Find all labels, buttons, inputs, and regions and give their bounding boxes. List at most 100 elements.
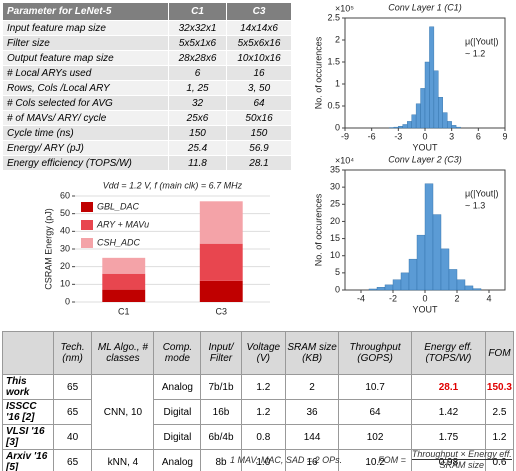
x-tick-label: 0 <box>422 293 427 303</box>
row: # of MAVs/ ARY/ cycle 25x6 50x16 <box>2 110 292 126</box>
legend-swatch <box>81 202 93 212</box>
row: # Cols selected for AVG 32 64 <box>2 95 292 111</box>
chart-title: Vdd = 1.2 V, f (main clk) = 6.7 MHz <box>103 180 243 190</box>
histogram-bar <box>408 258 418 291</box>
header-cell: C1 <box>167 2 228 21</box>
chart-title: Conv Layer 2 (C3) <box>388 154 462 164</box>
histogram-bar <box>376 287 386 291</box>
y-tick-label: 2 <box>335 34 340 44</box>
x-axis-label: YOUT <box>412 304 438 314</box>
cell: 64 <box>338 399 412 425</box>
y-tick-label: 50 <box>60 208 70 218</box>
legend-swatch <box>81 220 93 230</box>
cell: 32x32x1 <box>167 20 228 36</box>
y-tick-label: 2.5 <box>327 12 340 22</box>
histogram-bar <box>472 288 482 291</box>
x-axis-label: YOUT <box>412 142 438 152</box>
cell: 40 <box>52 424 93 450</box>
cell: 56.9 <box>226 140 292 156</box>
footnote: 1 MAV, MAC, SAD = 2 OPs. FOM = Throughpu… <box>230 449 512 470</box>
cell: 6b/4b <box>200 424 242 450</box>
histogram-bar <box>420 88 426 129</box>
x-tick-label: 0 <box>422 131 427 141</box>
bar-segment <box>199 201 243 244</box>
header-cell: Energy eff. (TOPS/W) <box>410 331 486 375</box>
y-tick-label: 15 <box>330 233 340 243</box>
cell: 6 <box>167 65 228 81</box>
cell: Rows, Cols /Local ARY <box>2 80 169 96</box>
cell: 1, 25 <box>167 80 228 96</box>
y-axis-label: No. of occurences <box>313 36 323 109</box>
y-tick-label: 0 <box>65 296 70 306</box>
cell: kNN, 4 <box>91 449 155 471</box>
y-multiplier: ×10⁵ <box>335 3 354 13</box>
histogram-bar <box>455 126 461 129</box>
histogram-bar <box>438 96 443 129</box>
ops-note: 1 MAV, MAC, SAD = 2 OPs. <box>230 454 343 465</box>
cell: 150 <box>167 125 228 141</box>
row: Output feature map size 28x28x6 10x10x16 <box>2 50 292 66</box>
x-tick-label: C3 <box>215 306 227 316</box>
fom-lhs: FOM = <box>378 454 406 465</box>
cell: 2.5 <box>484 399 515 425</box>
cell: 1.75 <box>410 424 486 450</box>
histogram-bar <box>429 26 435 129</box>
header-cell: Voltage (V) <box>240 331 287 375</box>
x-tick-label: 6 <box>476 131 481 141</box>
cell: 1.2 <box>484 424 515 450</box>
x-tick-label: -3 <box>394 131 402 141</box>
histogram-bar <box>440 248 450 291</box>
y-tick-label: 60 <box>60 190 70 200</box>
row: VLSI '16 [3] 40 Digital 6b/4b 0.8 144 102 1.75 1… <box>2 424 515 450</box>
row: ISSCC '16 [2] 65 Digital 16b 1.2 36 64 1.42 2.5 <box>2 399 515 425</box>
row: Arxiv '16 [5] 65 kNN, 4 Analog 8b 1.0 16 10.2 0.… <box>2 449 515 471</box>
fom-denominator: SRAM size <box>439 460 485 470</box>
cell: 16 <box>285 449 340 471</box>
cell: 150.3 <box>484 374 515 400</box>
x-tick-label: -6 <box>368 131 376 141</box>
header-cell: Parameter for LeNet-5 <box>2 2 169 21</box>
cell: 1.2 <box>240 399 287 425</box>
histogram-bar <box>368 288 378 291</box>
y-tick-label: 10 <box>60 279 70 289</box>
cell: CNN, 10 <box>91 374 155 450</box>
fom-numerator: Throughput × Energy eff. <box>411 449 512 460</box>
comparison-table: Tech. (nm) ML Algo., # classes Comp. mode I… <box>2 331 515 471</box>
y-tick-label: 0 <box>335 122 340 132</box>
cell: Analog <box>153 449 202 471</box>
row-name: ISSCC '16 [2] <box>2 399 54 425</box>
cell: 0.6 <box>484 449 515 471</box>
legend-label: ARY + MAVu <box>96 219 149 229</box>
annotation: ~ 1.2 <box>465 48 485 58</box>
row-name: This work <box>2 374 54 400</box>
cell: 14x14x6 <box>226 20 292 36</box>
bar-segment <box>199 280 243 302</box>
x-tick-label: 2 <box>454 293 459 303</box>
header-cell: ML Algo., # classes <box>91 331 155 375</box>
cell: 28.1 <box>226 155 292 171</box>
cell: 65 <box>52 449 93 471</box>
cell: 1.42 <box>410 399 486 425</box>
y-tick-label: 0 <box>335 284 340 294</box>
x-tick-label: -9 <box>341 131 349 141</box>
header-cell: Throughput (GOPS) <box>338 331 412 375</box>
cell: 5x5x1x6 <box>167 35 228 51</box>
histogram-bar <box>402 124 408 129</box>
histogram-bar <box>415 103 421 129</box>
histogram-bar <box>464 285 474 291</box>
histogram-bar <box>392 279 402 291</box>
bar-segment <box>102 273 146 290</box>
y-tick-label: 40 <box>60 226 70 236</box>
cell: Digital <box>153 424 202 450</box>
bar-segment <box>102 257 146 274</box>
x-tick-label: 9 <box>502 131 507 141</box>
cell: 28.1 <box>410 374 486 400</box>
cell: 65 <box>52 399 93 425</box>
cell: 65 <box>52 374 93 400</box>
header-row: Tech. (nm) ML Algo., # classes Comp. mode I… <box>2 331 515 375</box>
cell: Energy efficiency (TOPS/W) <box>2 155 169 171</box>
y-tick-label: 20 <box>60 261 70 271</box>
params-table: Parameter for LeNet-5 C1 C3 Input feature m… <box>2 2 292 171</box>
cell: 10.7 <box>338 374 412 400</box>
histogram-bar <box>424 183 434 291</box>
